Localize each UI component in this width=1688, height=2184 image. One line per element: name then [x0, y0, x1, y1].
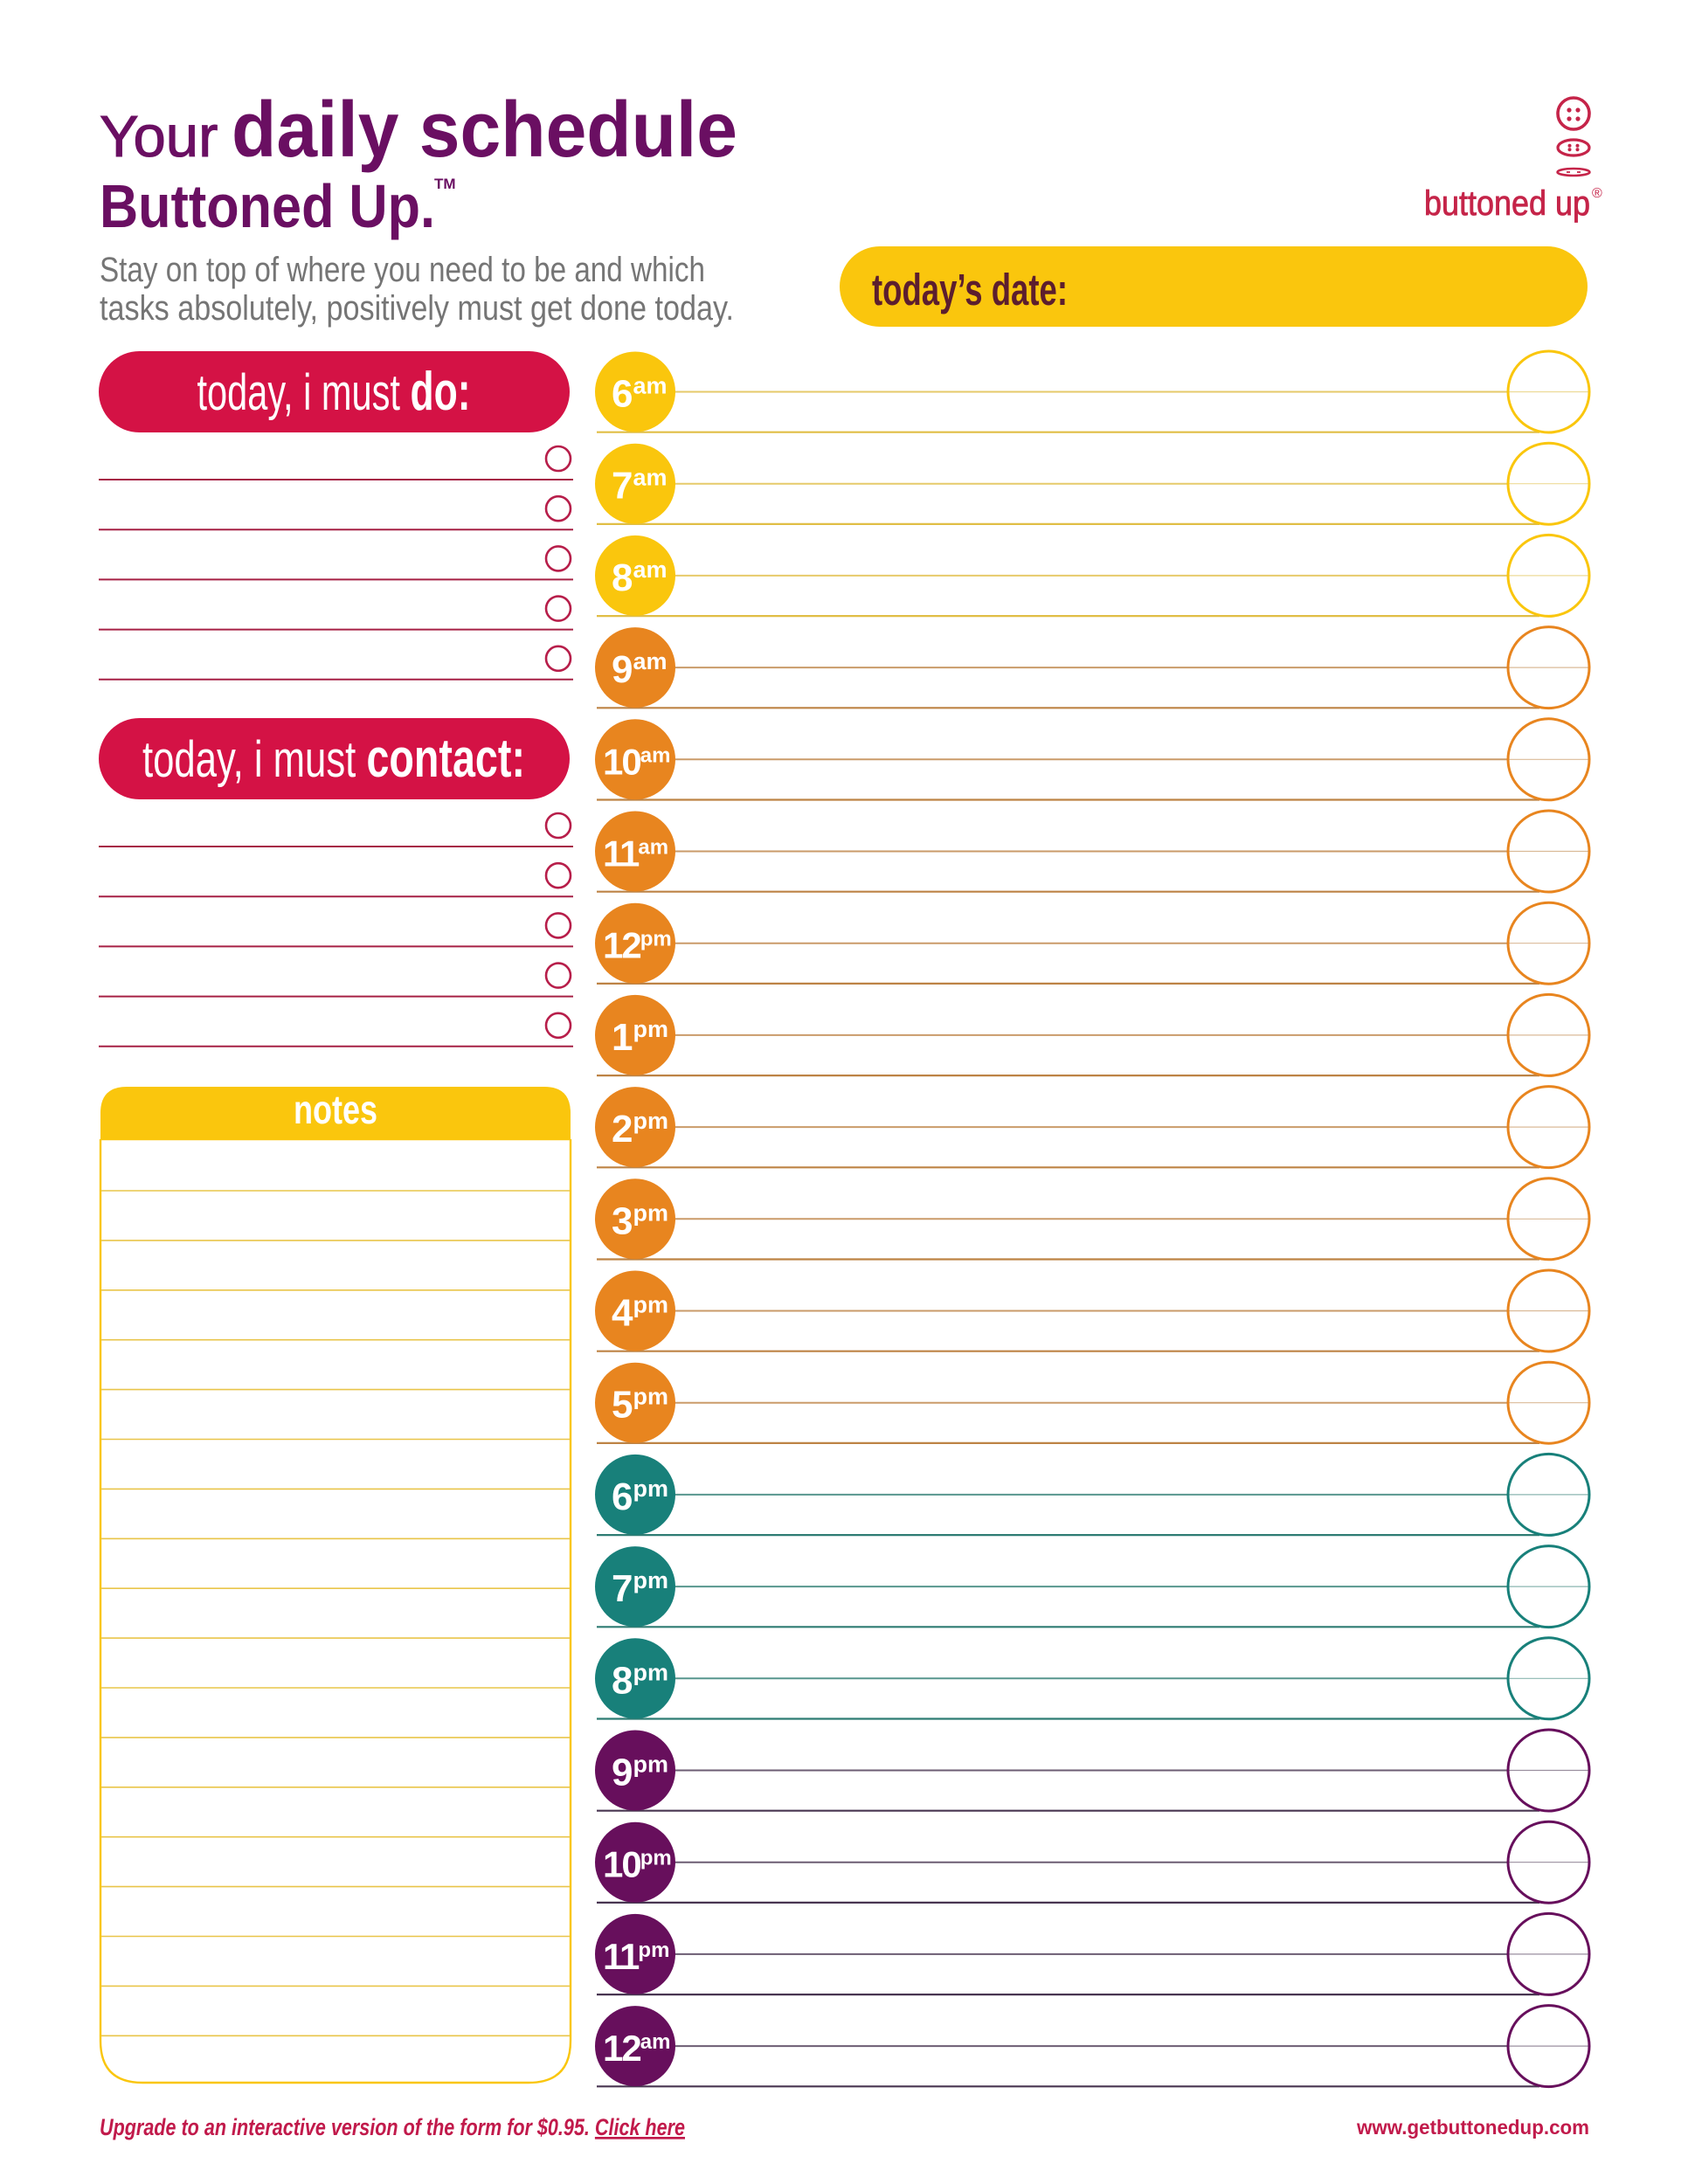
- svg-text:www.getbuttonedup.com: www.getbuttonedup.com: [1356, 2116, 1589, 2139]
- svg-text:notes: notes: [294, 1087, 377, 1132]
- svg-text:today’s date:: today’s date:: [872, 265, 1068, 314]
- svg-text:TM: TM: [434, 176, 456, 192]
- svg-text:3pm: 3pm: [612, 1199, 668, 1242]
- svg-text:12pm: 12pm: [603, 925, 672, 966]
- svg-text:Stay on top of where you need: Stay on top of where you need to be and …: [100, 251, 705, 289]
- svg-text:today, i must do:: today, i must do:: [197, 362, 471, 422]
- svg-text:6pm: 6pm: [612, 1476, 668, 1518]
- svg-text:12am: 12am: [603, 2028, 670, 2069]
- svg-text:buttoned up: buttoned up: [1424, 184, 1590, 223]
- svg-text:7pm: 7pm: [612, 1567, 668, 1610]
- svg-text:Upgrade to an interactive vers: Upgrade to an interactive version of the…: [100, 2114, 685, 2140]
- svg-text:Buttoned Up.: Buttoned Up.: [100, 172, 435, 240]
- svg-text:today, i must contact:: today, i must contact:: [142, 729, 525, 789]
- svg-text:10am: 10am: [603, 741, 670, 782]
- svg-text:tasks absolutely, positively m: tasks absolutely, positively must get do…: [100, 289, 734, 328]
- svg-text:9pm: 9pm: [612, 1752, 668, 1794]
- svg-text:Your: Your: [100, 104, 218, 169]
- svg-text:2pm: 2pm: [612, 1108, 668, 1151]
- svg-text:1pm: 1pm: [612, 1016, 668, 1059]
- svg-text:6am: 6am: [612, 373, 668, 416]
- svg-text:5pm: 5pm: [612, 1384, 668, 1427]
- svg-text:®: ®: [1592, 186, 1602, 201]
- svg-text:10pm: 10pm: [603, 1844, 672, 1885]
- svg-text:8pm: 8pm: [612, 1659, 668, 1702]
- svg-text:11am: 11am: [603, 833, 668, 874]
- svg-text:4pm: 4pm: [612, 1292, 668, 1335]
- svg-text:7am: 7am: [612, 465, 668, 508]
- svg-text:daily schedule: daily schedule: [232, 86, 737, 174]
- svg-text:8am: 8am: [612, 556, 668, 599]
- svg-text:9am: 9am: [612, 648, 668, 691]
- svg-text:11pm: 11pm: [603, 1936, 669, 1977]
